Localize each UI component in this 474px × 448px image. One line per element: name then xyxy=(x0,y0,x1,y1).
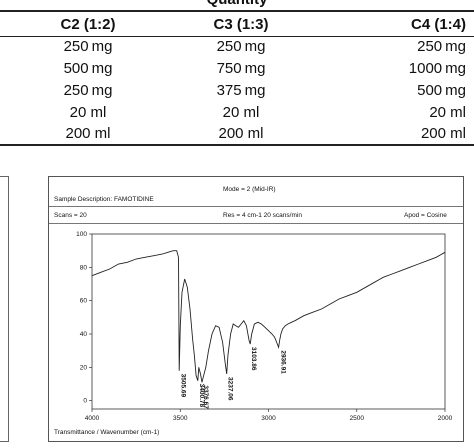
x-tick-label: 2000 xyxy=(438,415,453,422)
table-row: 20 ml 20 ml 20 ml xyxy=(0,104,474,124)
y-tick-label: 80 xyxy=(80,264,88,271)
header-bottom-rule xyxy=(0,36,474,37)
ir-spectrum-panel: Mode = 2 (Mid-IR) Sample Description: FA… xyxy=(48,176,464,442)
peak-label: 3376.67 xyxy=(202,385,209,409)
y-tick-label: 100 xyxy=(76,231,87,238)
ir-spectrum-chart: 4000 3500 3000 2500 2000 0 20 40 60 80 100 3505.69 3… xyxy=(76,231,453,422)
sample-description: Sample Description: FAMOTIDINE xyxy=(54,196,154,203)
x-tick-label: 2500 xyxy=(350,415,365,422)
x-axis-label: Transmittance / Wavenumber (cm-1) xyxy=(54,429,160,436)
peak-label: 3103.86 xyxy=(250,347,257,371)
table-cell: 250 mg xyxy=(63,82,113,99)
x-tick-label: 3500 xyxy=(173,415,188,422)
table-cell: 500 mg xyxy=(417,82,466,99)
peak-label: 3400.78 xyxy=(198,384,205,408)
table-cell: 500 mg xyxy=(63,60,113,77)
table-header-row: C2 (1:2) C3 (1:3) C4 (1:4) xyxy=(0,14,474,40)
table-cell: 750 mg xyxy=(216,60,266,77)
column-header-c2: C2 (1:2) xyxy=(60,16,116,33)
header-divider xyxy=(49,206,463,207)
table-cell: 375 mg xyxy=(216,82,266,99)
y-tick-label: 0 xyxy=(83,398,87,405)
table-cell: 250 mg xyxy=(417,38,466,55)
table-bottom-rule xyxy=(0,144,474,146)
x-tick-label: 4000 xyxy=(85,415,100,422)
y-tick-label: 40 xyxy=(80,331,88,338)
plot-frame xyxy=(91,233,446,410)
column-header-c4: C4 (1:4) xyxy=(410,16,466,33)
table-cell: 20 ml xyxy=(429,104,466,121)
resolution-label: Res = 4 cm-1 20 scans/min xyxy=(223,212,302,219)
spectrum-line xyxy=(91,250,446,383)
table-cell: 250 mg xyxy=(63,38,113,55)
table-row: 250 mg 375 mg 500 mg xyxy=(0,82,474,102)
y-tick-label: 20 xyxy=(80,364,88,371)
table-cell: 250 mg xyxy=(216,38,266,55)
y-tick-label: 60 xyxy=(80,298,88,305)
column-header-c3: C3 (1:3) xyxy=(213,16,269,33)
peak-label: 3237.06 xyxy=(227,377,234,401)
table-cell: 1000 mg xyxy=(408,60,466,77)
table-cell: 20 ml xyxy=(69,104,107,121)
table-row: 200 ml 200 ml 200 ml xyxy=(0,125,474,145)
header-divider xyxy=(49,223,463,224)
quantity-header: Quantity xyxy=(0,0,474,8)
quantity-title: Quantity xyxy=(0,0,474,8)
ingredients-table: Quantity C2 (1:2) C3 (1:3) C4 (1:4) 250 … xyxy=(0,0,474,146)
table-cell: 20 ml xyxy=(222,104,260,121)
apodization-label: Apod = Cosine xyxy=(404,212,447,219)
table-row: 250 mg 250 mg 250 mg xyxy=(0,38,474,58)
peak-label: 2936.91 xyxy=(280,350,287,374)
mode-label: Mode = 2 (Mid-IR) xyxy=(223,186,276,193)
scans-label: Scans = 20 xyxy=(54,212,87,219)
table-row: 500 mg 750 mg 1000 mg xyxy=(0,60,474,80)
peak-label: 3505.69 xyxy=(179,374,186,398)
table-cell: 200 ml xyxy=(218,125,264,142)
adjacent-panel-edge xyxy=(0,176,9,442)
table-cell: 200 ml xyxy=(420,125,466,142)
table-cell: 200 ml xyxy=(65,125,111,142)
x-tick-label: 3000 xyxy=(261,415,276,422)
table-top-rule xyxy=(0,10,474,12)
